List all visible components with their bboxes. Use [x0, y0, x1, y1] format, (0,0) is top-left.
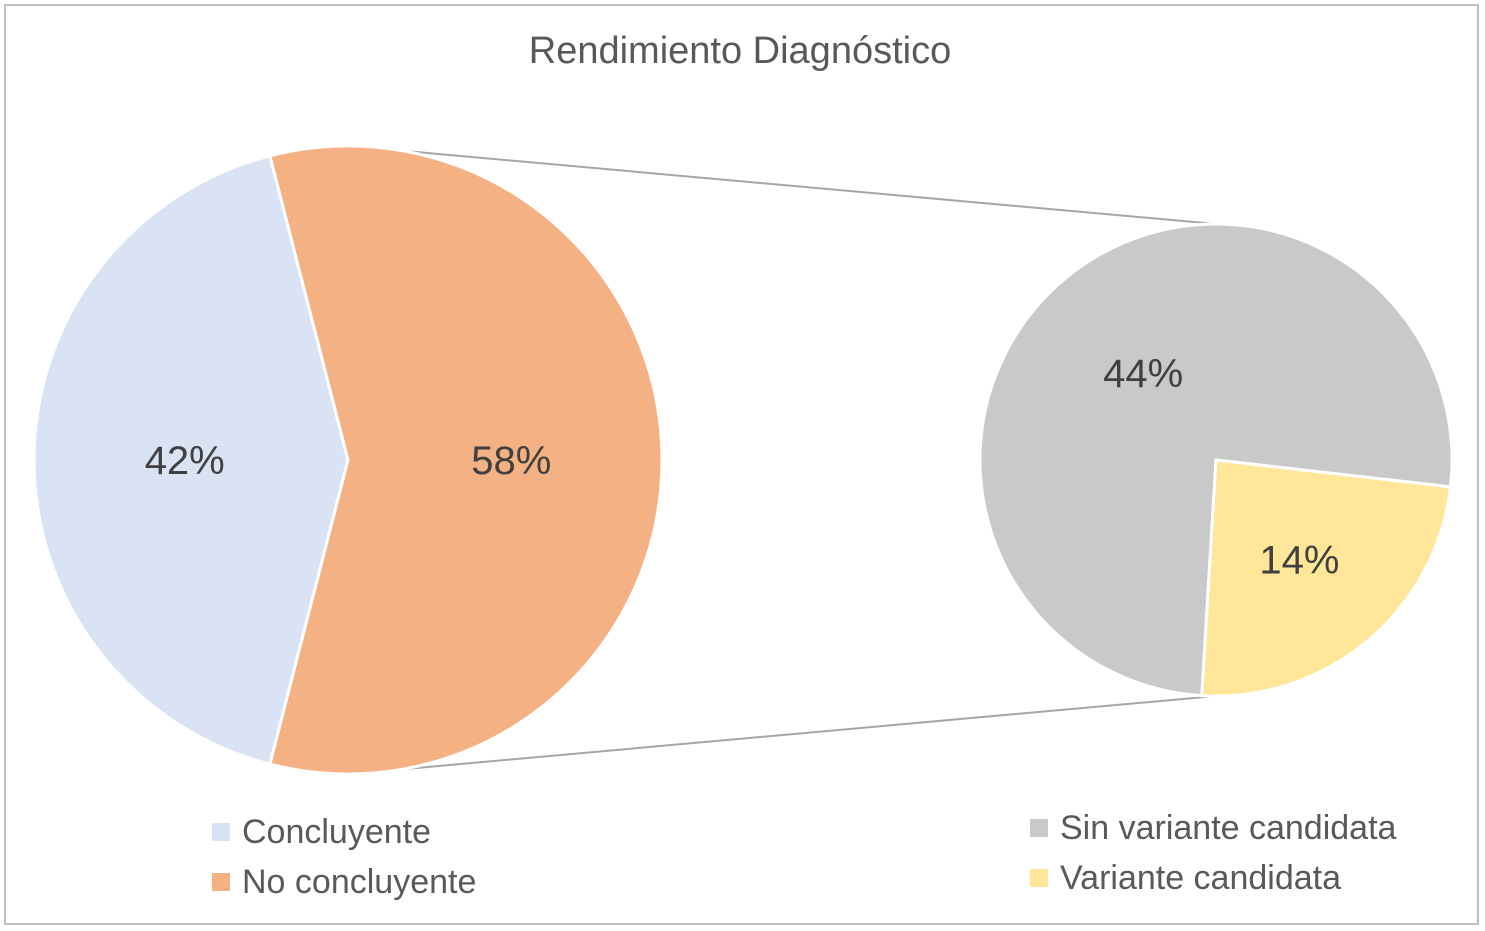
legend-item-sin-variante: Sin variante candidata: [1030, 803, 1396, 853]
slice-no-concluyente: [268, 144, 664, 776]
legend-primary: Concluyente No concluyente: [212, 807, 476, 907]
connector-lines: [402, 149, 1217, 771]
legend-label-variante: Variante candidata: [1060, 858, 1342, 897]
slice-concluyente: [32, 154, 350, 766]
data-label-variante-candidata: 14%: [1259, 538, 1339, 582]
chart-title: Rendimiento Diagnóstico: [529, 30, 951, 72]
data-label-no-concluyente: 58%: [471, 439, 551, 483]
primary-pie: [32, 144, 664, 776]
data-label-sin-variante-candidata: 44%: [1103, 352, 1183, 396]
legend-item-variante: Variante candidata: [1030, 853, 1396, 903]
legend-item-no-concluyente: No concluyente: [212, 857, 476, 907]
legend-swatch-variante: [1030, 869, 1048, 887]
legend-swatch-sin-variante: [1030, 819, 1048, 837]
legend-label-no-concluyente: No concluyente: [242, 862, 477, 901]
secondary-pie: [978, 222, 1454, 698]
legend-swatch-concluyente: [212, 823, 230, 841]
legend-secondary: Sin variante candidata Variante candidat…: [1030, 803, 1396, 903]
connector-line-bottom: [402, 695, 1217, 771]
legend-label-sin-variante: Sin variante candidata: [1060, 808, 1397, 847]
data-label-concluyente: 42%: [145, 439, 225, 483]
legend-swatch-no-concluyente: [212, 873, 230, 891]
data-labels: 42% 58% 44% 14%: [145, 352, 1340, 582]
legend-item-concluyente: Concluyente: [212, 807, 476, 857]
connector-line-top: [402, 149, 1217, 225]
legend-label-concluyente: Concluyente: [242, 812, 432, 851]
slice-variante-candidata: [1200, 458, 1453, 698]
